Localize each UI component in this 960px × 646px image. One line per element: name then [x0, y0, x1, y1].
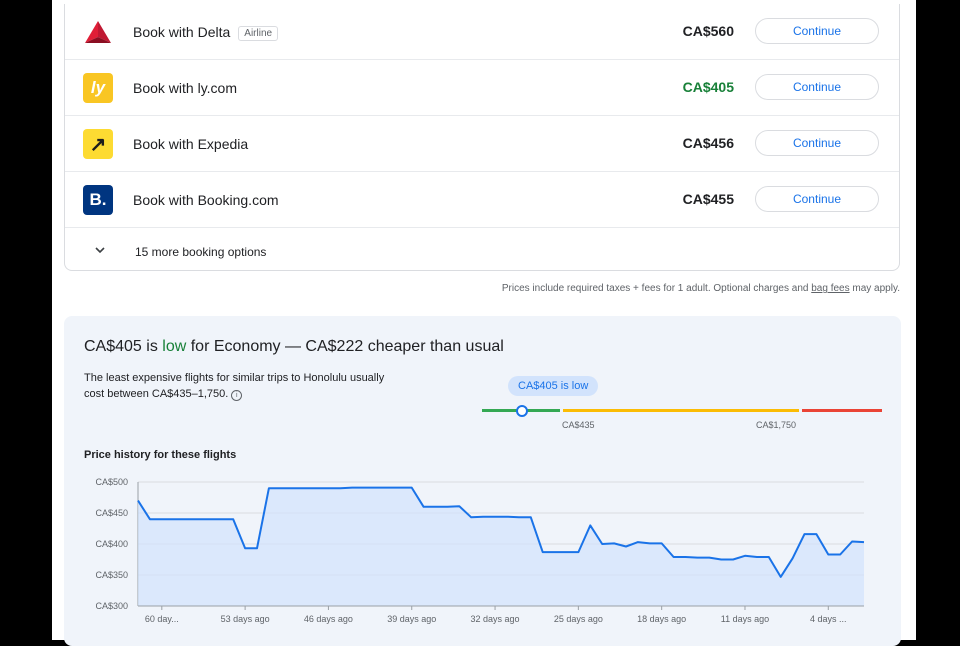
range-high-segment [802, 409, 882, 412]
chevron-down-icon [95, 247, 105, 254]
y-tick-label: CA$350 [95, 570, 128, 580]
price-history-title: Price history for these flights [84, 449, 237, 461]
bag-fees-link[interactable]: bag fees [811, 283, 850, 294]
more-options-row[interactable]: 15 more booking options [65, 231, 899, 271]
continue-button[interactable]: Continue [755, 186, 879, 212]
x-tick-label: 32 days ago [471, 614, 520, 624]
booking-options-card: Book with Delta Airline CA$560 Continue ly Bo… [64, 4, 900, 271]
y-tick-label: CA$450 [95, 508, 128, 518]
booking-option-price: CA$455 [682, 191, 734, 207]
x-tick-label: 60 day... [145, 614, 179, 624]
booking-option-row: ly Book with ly.com CA$405 Continue [65, 60, 899, 116]
expedia-icon: ↗ [83, 129, 113, 159]
x-tick-label: 46 days ago [304, 614, 353, 624]
price-range-indicator: CA$405 is low CA$435 CA$1,750 [482, 374, 882, 434]
range-typical-segment [563, 409, 799, 412]
x-tick-label: 11 days ago [721, 614, 769, 624]
booking-option-price: CA$560 [682, 23, 734, 39]
price-tooltip: CA$405 is low [508, 376, 599, 396]
x-tick-label: 39 days ago [387, 614, 436, 624]
booking-option-row: Book with Delta Airline CA$560 Continue [65, 4, 899, 60]
price-insight-headline: CA$405 is low for Economy — CA$222 cheap… [84, 338, 504, 356]
current-price-marker [516, 405, 528, 417]
y-tick-label: CA$300 [95, 601, 128, 611]
continue-button[interactable]: Continue [755, 74, 879, 100]
continue-button[interactable]: Continue [755, 18, 879, 44]
price-history-chart[interactable]: CA$500 CA$450 CA$400 CA$350 CA$300 60 day... 5… [64, 468, 901, 640]
airline-badge: Airline [238, 26, 279, 41]
booking-option-row: ↗ Book with Expedia CA$456 Continue [65, 116, 899, 172]
booking-icon: B. [83, 185, 113, 215]
booking-option-price: CA$456 [682, 135, 734, 151]
disclaimer-text-end: may apply. [849, 283, 900, 294]
x-tick-label: 18 days ago [637, 614, 686, 624]
price-insight-panel: CA$405 is low for Economy — CA$222 cheap… [64, 316, 901, 646]
disclaimer-text: Prices include required taxes + fees for… [501, 283, 812, 294]
booking-option-label: Book with Delta Airline [133, 24, 279, 41]
booking-option-label: Book with ly.com [133, 80, 237, 96]
continue-button[interactable]: Continue [755, 130, 879, 156]
y-tick-label: CA$400 [95, 539, 128, 549]
booking-page: Book with Delta Airline CA$560 Continue ly Bo… [52, 0, 916, 646]
x-tick-label: 4 days ... [810, 614, 847, 624]
delta-icon [83, 17, 113, 47]
info-icon[interactable]: i [231, 390, 243, 401]
booking-option-label: Book with Booking.com [133, 192, 279, 208]
headline-low-word: low [162, 338, 187, 355]
booking-option-label: Book with Expedia [133, 136, 249, 152]
price-disclaimer: Prices include required taxes + fees for… [502, 283, 900, 294]
y-tick-label: CA$500 [95, 477, 128, 487]
more-options-label: 15 more booking options [135, 245, 267, 259]
booking-option-row: B. Book with Booking.com CA$455 Continue [65, 172, 899, 228]
subtext: The least expensive flights for similar … [84, 372, 385, 400]
price-area [138, 487, 864, 606]
price-line [137, 486, 865, 578]
lycom-icon: ly [83, 73, 113, 103]
range-low-label: CA$435 [562, 420, 595, 430]
price-insight-subtext: The least expensive flights for similar … [84, 370, 404, 402]
x-tick-label: 25 days ago [554, 614, 603, 624]
headline-pre: CA$405 is [84, 338, 163, 355]
x-tick-label: 53 days ago [221, 614, 270, 624]
range-high-label: CA$1,750 [756, 420, 797, 430]
headline-post: for Economy — CA$222 cheaper than usual [186, 338, 504, 355]
booking-option-price: CA$405 [682, 79, 734, 95]
